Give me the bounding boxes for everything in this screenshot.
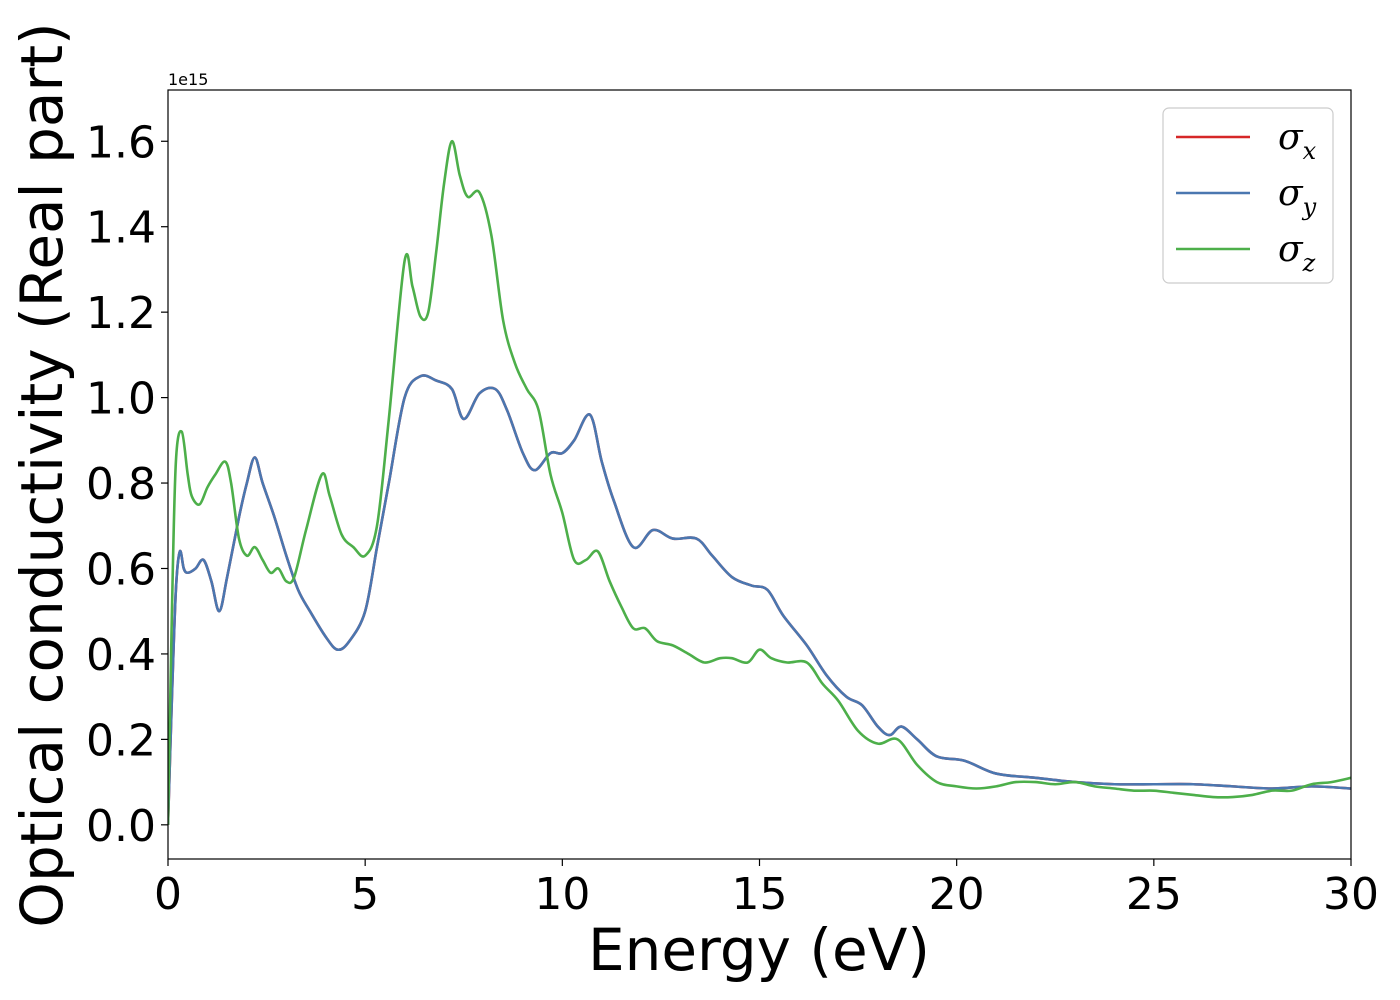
x-tick-label: 20 [929, 869, 985, 920]
legend-label-x: σx [1278, 117, 1317, 165]
y-tick-label: 0.2 [86, 715, 156, 766]
x-tick-label: 10 [534, 869, 590, 920]
y-axis-ticks: 0.0 0.2 0.4 0.6 0.8 1.0 1.2 1.4 1.6 [86, 117, 168, 852]
y-tick-label: 0.4 [86, 630, 156, 681]
legend-label-base: σ [1278, 229, 1304, 270]
x-axis-ticks: 0 5 10 15 20 25 30 [154, 859, 1379, 920]
y-tick-label: 0.8 [86, 459, 156, 510]
y-tick-label: 1.2 [86, 288, 156, 339]
y-tick-label: 1.0 [86, 374, 156, 425]
x-tick-label: 5 [351, 869, 379, 920]
y-axis-label: Optical conductivity (Real part) [8, 22, 76, 927]
y-tick-label: 1.4 [86, 203, 156, 254]
legend-label-subscript: z [1302, 249, 1316, 277]
legend-label-base: σ [1278, 173, 1304, 214]
legend-label-z: σz [1278, 229, 1316, 277]
y-tick-label: 0.6 [86, 544, 156, 595]
y-offset-label: 1e15 [168, 70, 208, 89]
x-tick-label: 0 [154, 869, 182, 920]
legend-label-subscript: x [1303, 137, 1317, 165]
legend-label-base: σ [1278, 117, 1304, 158]
x-tick-label: 30 [1323, 869, 1379, 920]
series-layer [168, 139, 1351, 825]
y-tick-label: 1.6 [86, 117, 156, 168]
legend-label-y: σy [1278, 173, 1317, 221]
legend-box [1162, 107, 1334, 284]
y-tick-label: 0.0 [86, 801, 156, 852]
series-line-y [168, 374, 1351, 825]
x-tick-label: 25 [1126, 869, 1182, 920]
x-axis-label: Energy (eV) [588, 916, 930, 984]
x-tick-label: 15 [732, 869, 788, 920]
legend-label-subscript: y [1302, 193, 1317, 221]
series-line-z [168, 139, 1351, 825]
